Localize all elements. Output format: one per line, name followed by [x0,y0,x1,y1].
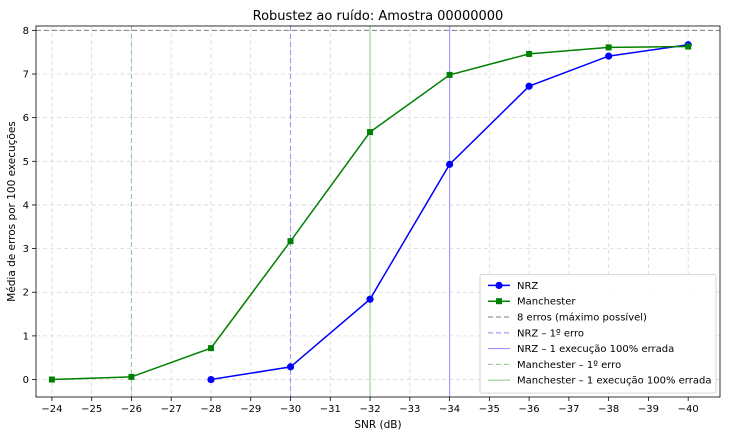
plot-frame [35,25,721,398]
x-axis-ticks: −24 −25 −26 −27 −28 −29 −30 −31 −32 −33 −34 −35 −36 −… [41,397,699,415]
legend: NRZ Manchester 8 erros (máximo possível) NR… [479,273,717,394]
x-tick-label: −31 [320,404,341,415]
legend-item: 8 erros (máximo possível) [488,312,647,324]
data-point [496,298,502,305]
x-tick-label: −35 [479,404,500,415]
data-point [366,295,374,303]
x-tick-label: −39 [638,404,659,415]
y-tick-label: 7 [23,70,29,81]
y-tick-label: 4 [23,200,29,211]
data-point [207,375,215,384]
data-point [445,160,454,168]
series-nrz [207,41,692,384]
legend-item: Manchester – 1 execução 100% errada [488,376,711,387]
x-tick-label: −30 [280,404,301,415]
x-tick-label: −38 [598,404,619,415]
y-axis-label: Média de erros por 100 execuções [6,121,18,302]
series-manchester [48,43,692,383]
legend-label: 8 erros (máximo possível) [517,312,647,324]
legend-label: NRZ [517,281,538,292]
y-tick-label: 6 [23,113,29,124]
data-point [287,238,294,245]
reference-lines [36,26,720,397]
legend-label: Manchester – 1º erro [517,360,621,371]
legend-label: Manchester – 1 execução 100% errada [517,376,711,387]
data-point [605,52,613,60]
x-axis-label: SNR (dB) [354,419,401,431]
x-tick-label: −36 [519,404,540,415]
legend-label: NRZ – 1º erro [517,328,584,339]
x-tick-label: −40 [678,404,699,415]
x-tick-label: −33 [399,404,420,415]
y-tick-label: 0 [23,375,29,386]
legend-item: NRZ – 1 execução 100% errada [488,344,674,355]
x-tick-label: −28 [200,404,221,415]
data-point [685,43,692,50]
data-point [128,373,135,380]
legend-item: NRZ [488,281,538,292]
data-point [605,44,612,51]
legend-label: Manchester [517,297,576,308]
y-tick-label: 3 [23,244,29,255]
legend-item: Manchester – 1º erro [488,360,621,371]
series-layer [48,41,692,384]
legend-item: Manchester [488,297,576,308]
y-tick-label: 2 [23,288,29,299]
data-point [495,281,503,289]
data-point [446,71,453,78]
data-point [48,376,55,383]
x-tick-label: −25 [81,404,102,415]
x-tick-label: −29 [240,404,261,415]
legend-box [479,273,717,394]
data-point [526,50,533,57]
chart-title: Robustez ao ruído: Amostra 00000000 [253,9,504,24]
y-tick-label: 1 [23,331,29,342]
y-tick-label: 5 [23,157,29,168]
y-axis-ticks: 0 1 2 3 4 5 6 7 8 [23,26,36,386]
x-tick-label: −27 [161,404,182,415]
legend-item: NRZ – 1º erro [488,328,584,339]
x-tick-label: −37 [558,404,579,415]
legend-label: NRZ – 1 execução 100% errada [517,344,674,355]
x-tick-label: −32 [359,404,380,415]
y-tick-label: 8 [23,26,29,37]
x-tick-label: −34 [439,404,460,415]
data-point [207,345,214,352]
data-point [286,363,295,371]
data-point [367,129,374,136]
x-tick-label: −24 [41,404,62,415]
x-tick-label: −26 [121,404,142,415]
data-point [525,82,533,90]
